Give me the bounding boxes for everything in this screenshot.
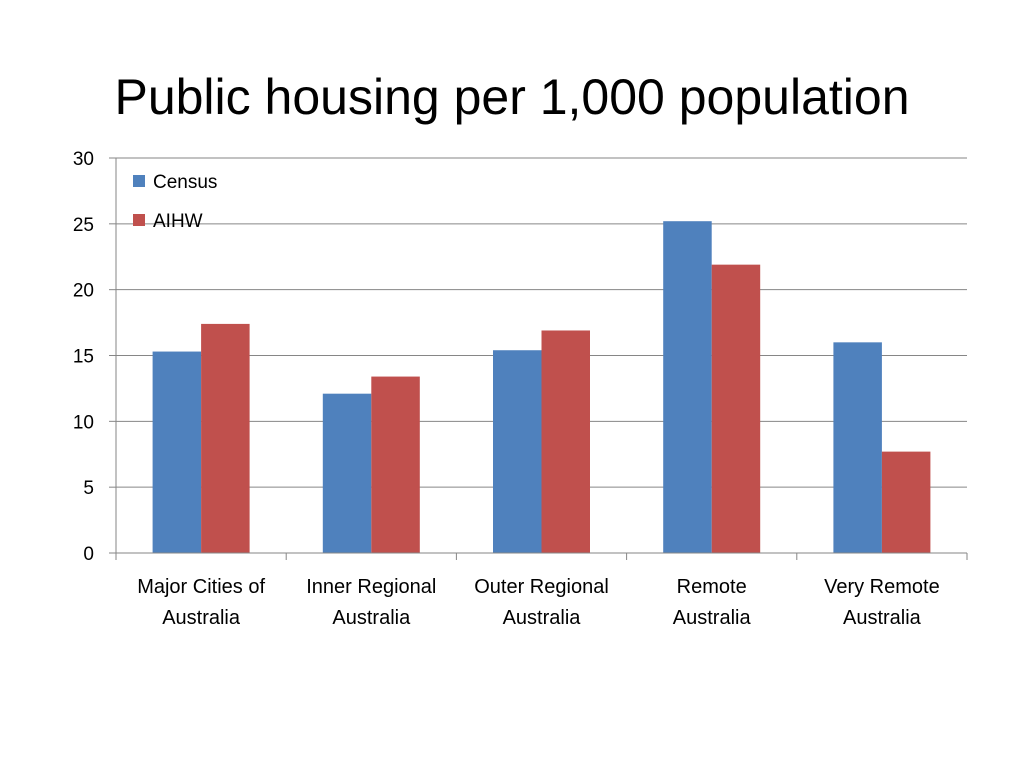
bar-census-1 [322, 393, 372, 553]
x-tick-label: Inner Regional Australia [306, 576, 436, 629]
y-tick-label: 15 [73, 347, 94, 368]
x-tick-label: Outer Regional Australia [474, 576, 609, 629]
x-tick-label: Very Remote Australia [824, 576, 940, 629]
x-tick-labels: Major Cities of Australia Inner Regional Au… [137, 576, 940, 629]
y-tick-label: 30 [73, 149, 94, 170]
y-tick-label: 5 [83, 478, 94, 499]
y-tick-label: 25 [73, 215, 94, 236]
x-tick-label: Remote Australia [673, 576, 752, 629]
legend-label-aihw: AIHW [153, 211, 203, 232]
bar-census-4 [833, 342, 882, 553]
axes [109, 157, 968, 560]
slide-title: Public housing per 1,000 population [114, 69, 910, 125]
bars [152, 221, 931, 553]
bar-aihw-1 [371, 376, 420, 553]
y-tick-label: 20 [73, 281, 94, 302]
x-tick-label: Major Cities of Australia [137, 576, 265, 629]
bar-aihw-4 [881, 451, 931, 553]
bar-census-2 [493, 350, 542, 553]
legend-label-census: Census [153, 172, 217, 193]
legend-swatch-aihw [133, 214, 145, 226]
bar-census-0 [152, 351, 202, 553]
bar-census-3 [663, 221, 712, 553]
y-tick-labels: 0 5 10 15 20 25 30 [73, 149, 94, 565]
bar-aihw-0 [201, 323, 250, 553]
legend: Census AIHW [133, 172, 217, 232]
y-tick-label: 0 [83, 544, 94, 565]
bar-aihw-3 [711, 264, 761, 553]
y-tick-label: 10 [73, 412, 94, 433]
legend-swatch-census [133, 175, 145, 187]
bar-aihw-2 [541, 330, 590, 553]
